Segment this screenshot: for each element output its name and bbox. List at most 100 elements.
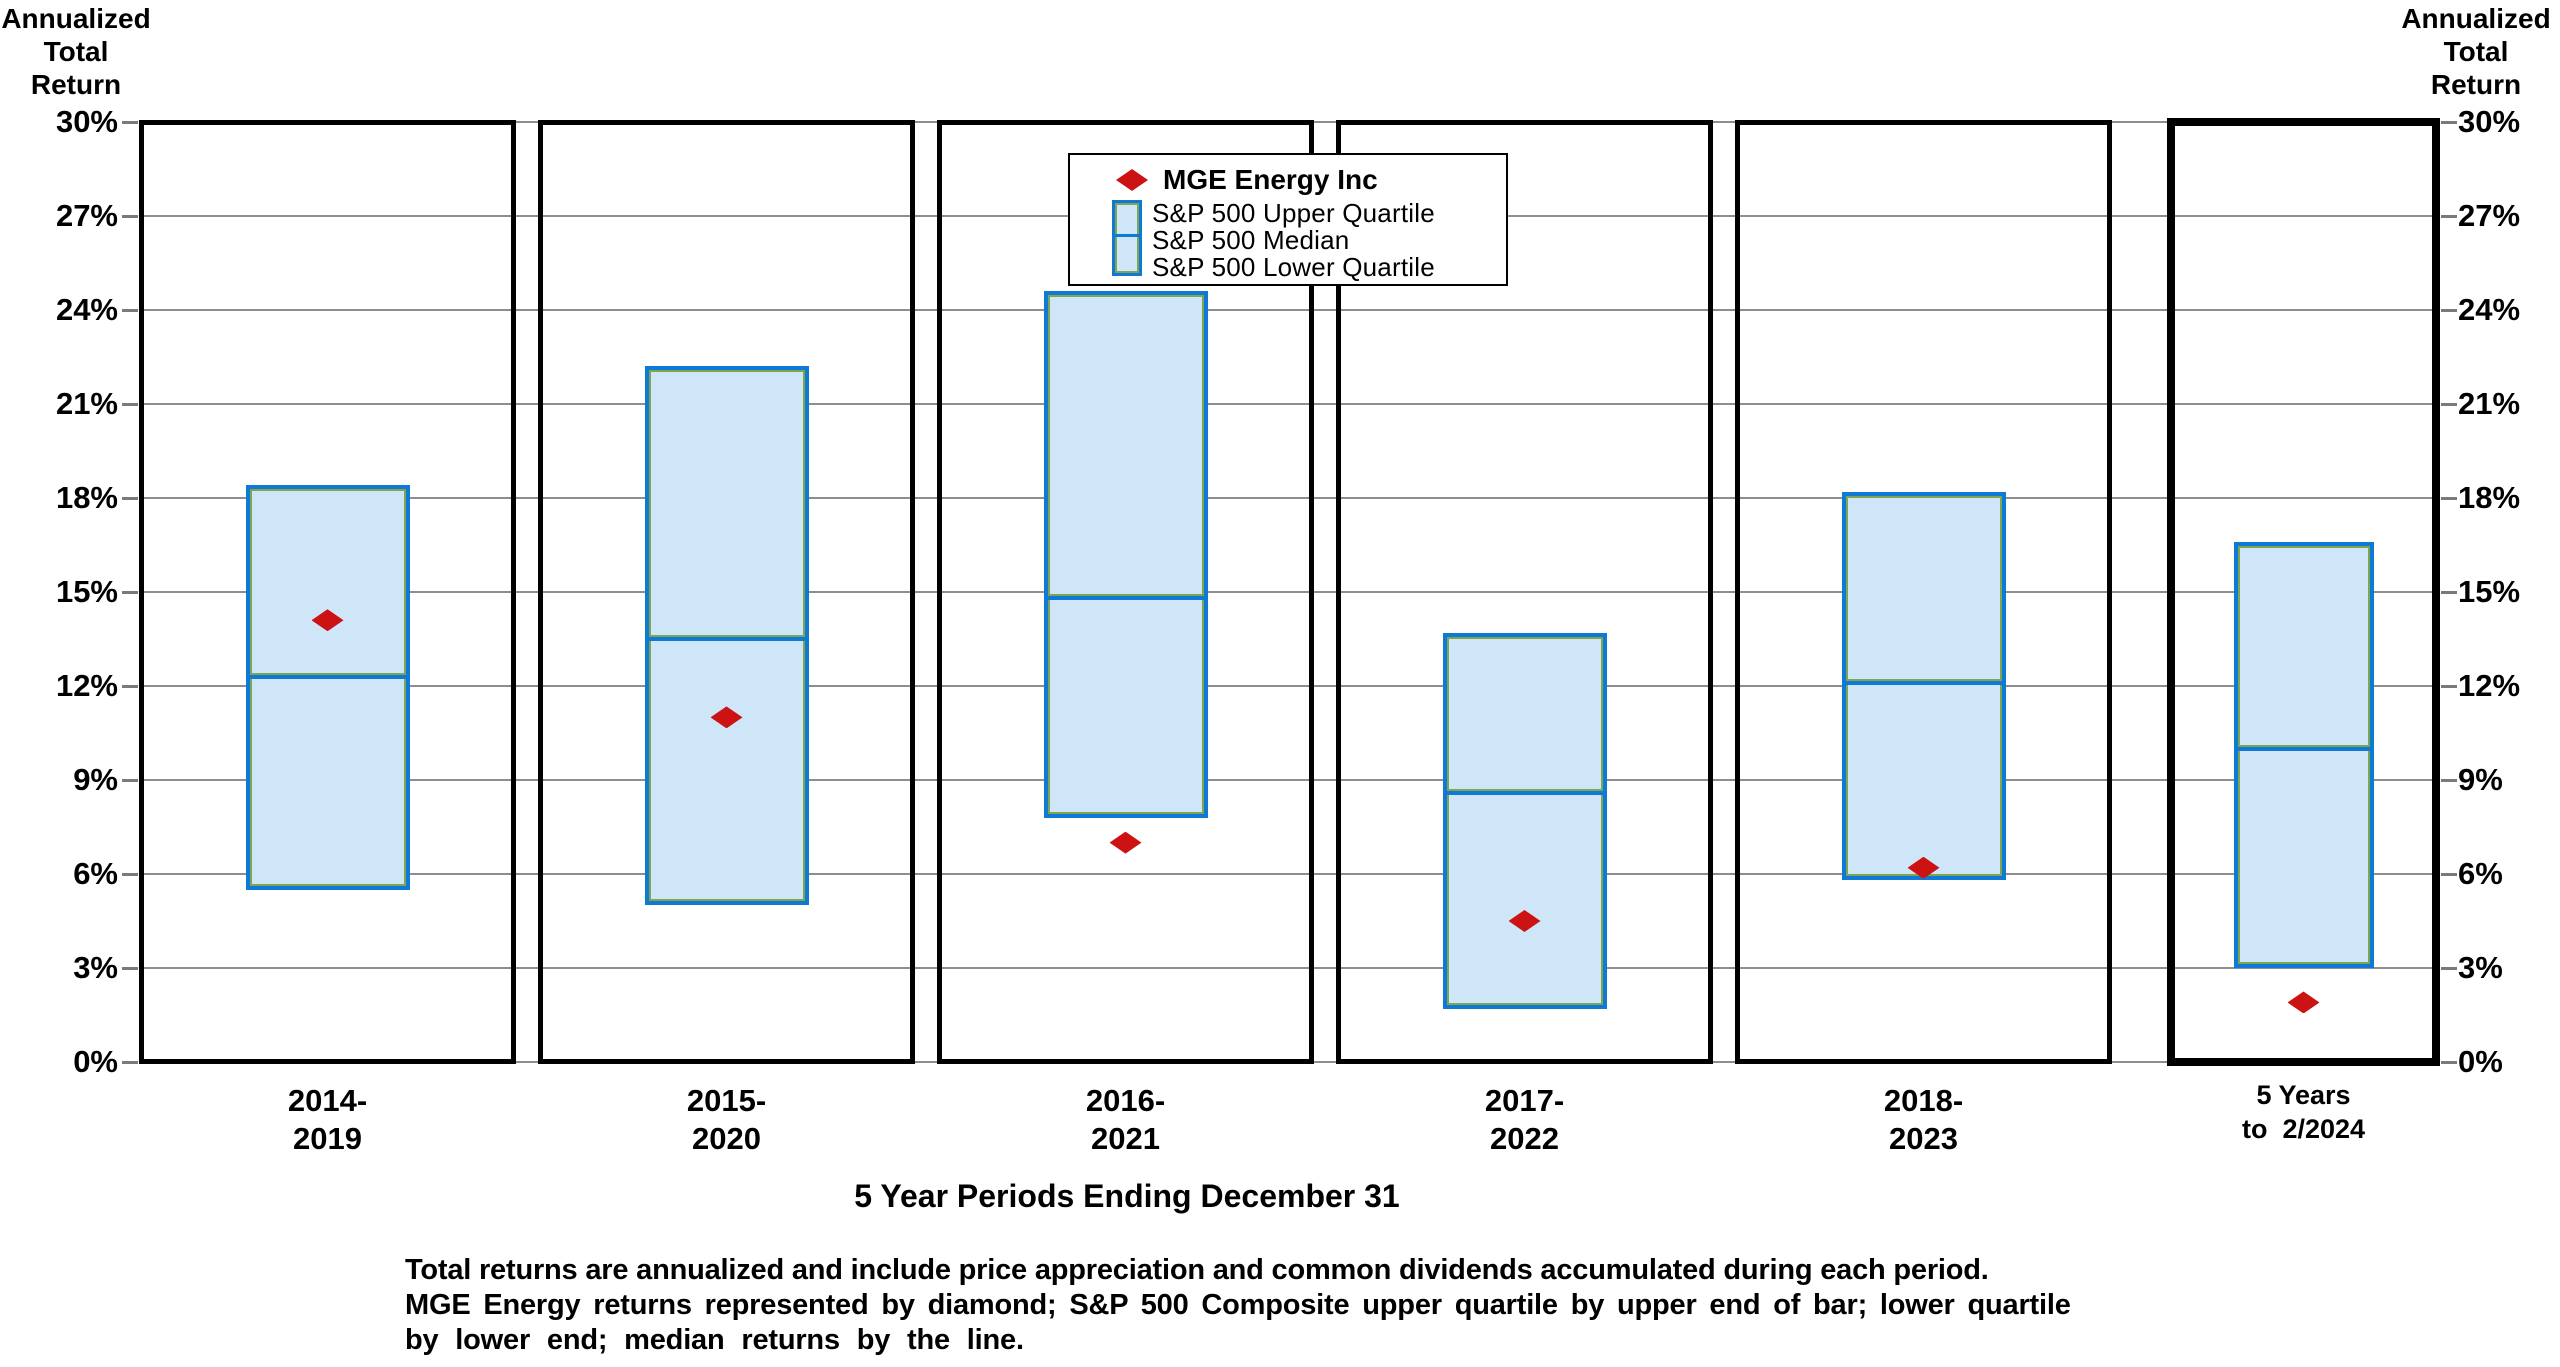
grid-line xyxy=(139,403,2440,405)
mge-diamond xyxy=(1907,856,1940,879)
y-axis-title-line: Annualized xyxy=(2401,3,2551,34)
mge-diamond xyxy=(710,706,743,729)
x-tick-label: 2014- 2019 xyxy=(288,1082,367,1158)
y-tick-mark xyxy=(122,873,138,876)
y-axis-title-line: Return xyxy=(2430,69,2522,100)
panel-5 Years to 2/2024 xyxy=(2167,118,2440,1066)
quartile-box-icon xyxy=(1112,200,1142,276)
y-tick-mark xyxy=(122,309,138,312)
y-tick-mark xyxy=(122,497,138,500)
x-tick-label: 5 Years to 2/2024 xyxy=(2242,1078,2365,1146)
footnote-line: Total returns are annualized and include… xyxy=(405,1254,1989,1286)
y-tick-mark xyxy=(122,215,138,218)
y-axis-title-line: Total xyxy=(2443,36,2509,67)
y-axis-title-line: Total xyxy=(43,36,109,67)
median-line-icon xyxy=(1115,233,1139,237)
panel-2018-2023 xyxy=(1735,120,2112,1064)
y-tick-mark xyxy=(122,685,138,688)
y-tick-label: 21% xyxy=(55,386,118,421)
y-tick-mark xyxy=(2441,309,2457,312)
y-tick-mark xyxy=(122,779,138,782)
x-tick-label: 2015- 2020 xyxy=(687,1082,766,1158)
legend-median-label: S&P 500 Median xyxy=(1152,225,1350,255)
y-tick-label: 18% xyxy=(55,480,118,515)
x-tick-label-line: 2021 xyxy=(1091,1121,1160,1156)
median-line xyxy=(1446,790,1603,795)
median-line xyxy=(648,637,805,641)
quartile-box xyxy=(2233,541,2374,968)
y-tick-label: 3% xyxy=(73,950,118,985)
x-tick-label: 2016- 2021 xyxy=(1086,1082,1165,1158)
x-tick-label-line: 2019 xyxy=(293,1121,362,1156)
quartile-box xyxy=(1841,491,2006,881)
y-tick-label: 12% xyxy=(55,668,118,703)
y-tick-label: 24% xyxy=(55,292,118,327)
y-tick-mark xyxy=(122,591,138,594)
mge-diamond xyxy=(1508,910,1541,932)
grid-line xyxy=(139,497,2440,499)
legend: MGE Energy Inc S&P 500 Upper Quartile S&… xyxy=(1068,153,1508,286)
x-axis-title: 5 Year Periods Ending December 31 xyxy=(854,1178,1400,1214)
x-tick-label-line: 2017- xyxy=(1484,1083,1565,1118)
legend-mge-row: MGE Energy Inc xyxy=(1116,164,1506,196)
y-tick-mark xyxy=(2441,591,2457,594)
y-tick-mark xyxy=(2441,215,2457,218)
y-tick-label: 12% xyxy=(2458,668,2521,703)
y-tick-label: 15% xyxy=(55,574,118,609)
footnote-line: by lower end; median returns by the line… xyxy=(405,1324,1024,1356)
y-tick-label: 0% xyxy=(2458,1044,2503,1079)
plot-area xyxy=(139,118,2440,1066)
y-tick-label: 9% xyxy=(2458,762,2503,797)
y-tick-label: 24% xyxy=(2458,292,2521,327)
y-tick-mark xyxy=(2441,1061,2457,1064)
y-axis-title-left: Annualized Total Return xyxy=(0,2,152,101)
legend-lower-label: S&P 500 Lower Quartile xyxy=(1152,252,1435,282)
y-tick-mark xyxy=(2441,779,2457,782)
grid-line xyxy=(139,309,2440,311)
grid-line xyxy=(139,873,2440,875)
footnote: Total returns are annualized and include… xyxy=(405,1253,2225,1358)
panel-2015-2020 xyxy=(538,120,915,1064)
y-tick-mark xyxy=(122,121,138,124)
x-tick-label-line: 2022 xyxy=(1490,1121,1559,1156)
y-tick-label: 30% xyxy=(55,104,118,139)
y-axis-title-right: Annualized Total Return xyxy=(2392,2,2560,101)
grid-line xyxy=(139,779,2440,781)
y-tick-mark xyxy=(2441,967,2457,970)
y-axis-title-line: Return xyxy=(30,69,122,100)
quartile-box xyxy=(245,485,410,890)
y-tick-label: 9% xyxy=(73,762,118,797)
x-tick-label: 2017- 2022 xyxy=(1485,1082,1564,1158)
y-axis-title-line: Annualized xyxy=(1,3,151,34)
quartile-box xyxy=(1442,632,1607,1009)
median-line xyxy=(2237,746,2370,751)
y-tick-label: 6% xyxy=(73,856,118,891)
panel-2017-2022 xyxy=(1336,120,1713,1064)
x-tick-label-line: 2014- xyxy=(287,1083,368,1118)
median-line xyxy=(1047,596,1204,601)
legend-mge-label: MGE Energy Inc xyxy=(1163,164,1378,195)
grid-line xyxy=(139,591,2440,593)
legend-upper-label: S&P 500 Upper Quartile xyxy=(1152,198,1435,228)
x-tick-label-line: 2023 xyxy=(1889,1121,1958,1156)
y-tick-mark xyxy=(2441,873,2457,876)
mge-diamond xyxy=(311,609,344,632)
mge-diamond xyxy=(1109,831,1142,854)
footnote-line: MGE Energy returns represented by diamon… xyxy=(405,1289,2071,1321)
x-tick-label-line: 2016- xyxy=(1085,1083,1166,1118)
quartile-box xyxy=(644,366,809,906)
legend-quartile-row: S&P 500 Upper Quartile S&P 500 Median S&… xyxy=(1112,200,1506,281)
mge-diamond xyxy=(2287,991,2320,1014)
y-tick-label: 27% xyxy=(55,198,118,233)
y-tick-mark xyxy=(122,967,138,970)
y-tick-label: 21% xyxy=(2458,386,2521,421)
x-tick-label: 2018- 2023 xyxy=(1884,1082,1963,1158)
y-tick-mark xyxy=(2441,497,2457,500)
mge-diamond-icon xyxy=(1116,169,1148,191)
grid-line xyxy=(139,967,2440,969)
y-tick-mark xyxy=(2441,685,2457,688)
y-tick-label: 27% xyxy=(2458,198,2521,233)
y-tick-label: 15% xyxy=(2458,574,2521,609)
x-tick-label-line: 5 Years xyxy=(2256,1080,2351,1110)
